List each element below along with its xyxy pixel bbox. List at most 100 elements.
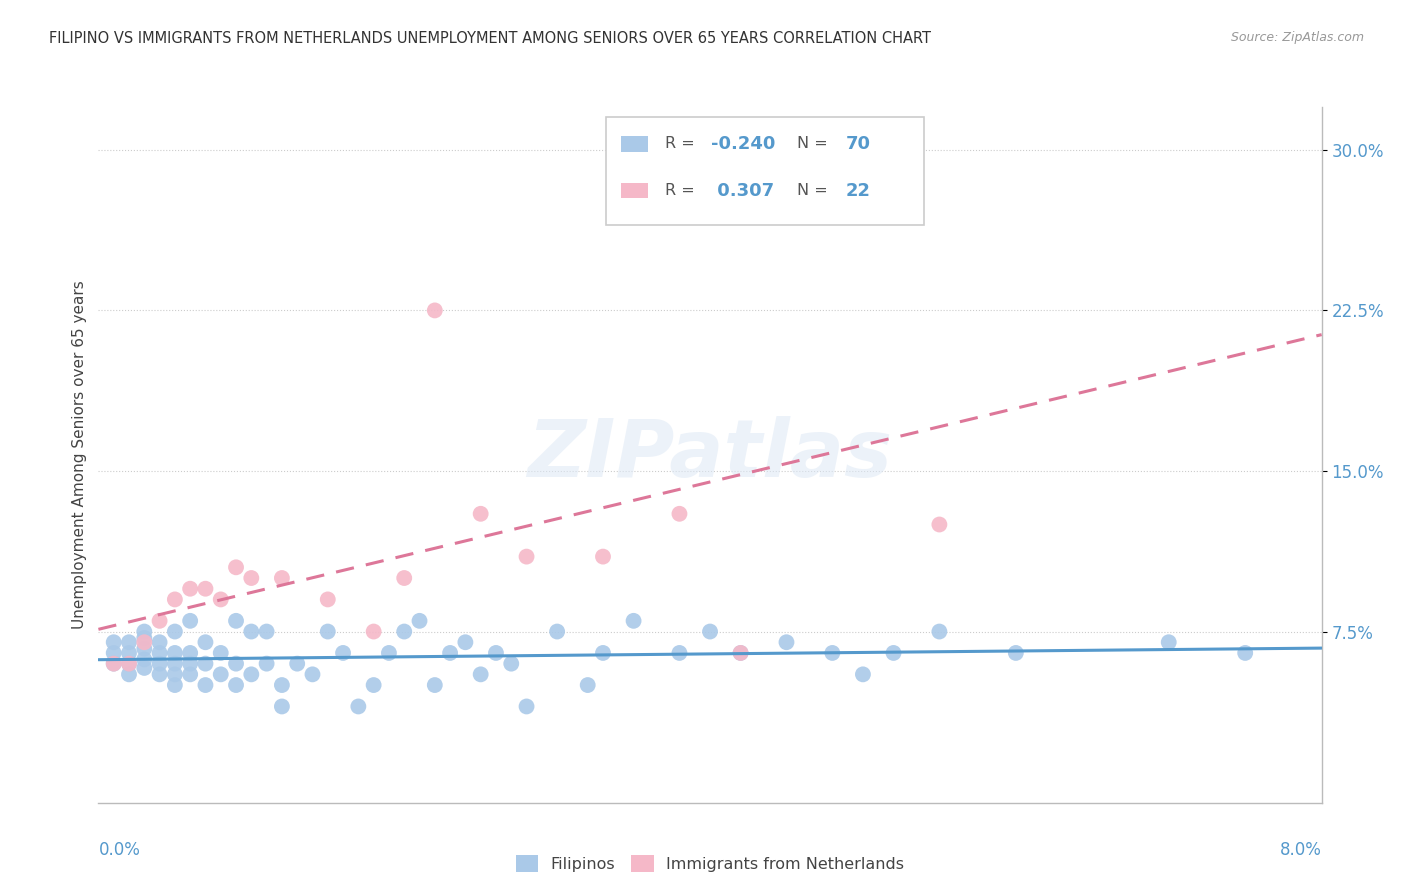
Text: N =: N = [797, 183, 832, 198]
Point [179, 657, 201, 671]
Point [347, 699, 370, 714]
Point [118, 646, 141, 660]
Point [363, 624, 385, 639]
Point [623, 614, 645, 628]
Text: 8.0%: 8.0% [1279, 841, 1322, 859]
Point [316, 592, 339, 607]
Point [423, 678, 446, 692]
Text: 22: 22 [846, 182, 870, 200]
Point [240, 667, 263, 681]
Point [118, 667, 141, 681]
Point [821, 646, 844, 660]
Text: FILIPINO VS IMMIGRANTS FROM NETHERLANDS UNEMPLOYMENT AMONG SENIORS OVER 65 YEARS: FILIPINO VS IMMIGRANTS FROM NETHERLANDS … [49, 31, 931, 46]
Point [821, 196, 844, 211]
Point [332, 646, 354, 660]
Point [149, 614, 172, 628]
Point [439, 646, 461, 660]
Point [163, 592, 186, 607]
Point [516, 549, 538, 564]
Point [103, 657, 125, 671]
Point [270, 678, 294, 692]
Text: 0.307: 0.307 [711, 182, 775, 200]
Point [378, 646, 401, 660]
Point [134, 631, 156, 645]
Point [256, 624, 278, 639]
Point [149, 646, 172, 660]
Point [194, 657, 217, 671]
Point [316, 624, 339, 639]
Point [270, 571, 294, 585]
Point [179, 667, 201, 681]
Point [240, 571, 263, 585]
Text: 70: 70 [846, 135, 870, 153]
Text: N =: N = [797, 136, 832, 152]
Point [392, 624, 416, 639]
Point [883, 646, 905, 660]
Point [118, 635, 141, 649]
Point [209, 646, 232, 660]
Point [163, 678, 186, 692]
Text: ZIPatlas: ZIPatlas [527, 416, 893, 494]
Point [194, 582, 217, 596]
Point [928, 517, 950, 532]
Point [118, 657, 141, 671]
Point [454, 635, 477, 649]
Point [730, 646, 752, 660]
Point [1234, 646, 1257, 660]
Point [118, 657, 141, 671]
Text: R =: R = [665, 136, 700, 152]
Point [592, 646, 614, 660]
Point [225, 657, 247, 671]
Point [285, 657, 308, 671]
Point [256, 657, 278, 671]
Point [240, 624, 263, 639]
Point [163, 646, 186, 660]
Point [775, 635, 797, 649]
Point [301, 667, 323, 681]
Point [163, 667, 186, 681]
Point [209, 592, 232, 607]
Point [134, 641, 156, 656]
Point [163, 624, 186, 639]
Text: R =: R = [665, 183, 700, 198]
Point [179, 646, 201, 660]
Point [179, 614, 201, 628]
Point [149, 667, 172, 681]
Point [423, 303, 446, 318]
Point [134, 635, 156, 649]
Bar [620, 183, 648, 198]
Text: 0.0%: 0.0% [98, 841, 141, 859]
Legend: Filipinos, Immigrants from Netherlands: Filipinos, Immigrants from Netherlands [509, 849, 911, 879]
Point [668, 507, 690, 521]
Point [546, 624, 568, 639]
Point [516, 699, 538, 714]
Point [134, 661, 156, 675]
Point [485, 646, 508, 660]
Point [134, 652, 156, 666]
Point [225, 560, 247, 574]
Point [730, 646, 752, 660]
Point [1004, 646, 1026, 660]
Point [209, 667, 232, 681]
Point [501, 657, 523, 671]
Point [470, 667, 492, 681]
Point [470, 507, 492, 521]
Point [392, 571, 416, 585]
Point [103, 657, 125, 671]
Y-axis label: Unemployment Among Seniors over 65 years: Unemployment Among Seniors over 65 years [72, 281, 87, 629]
FancyBboxPatch shape [606, 118, 924, 226]
Point [225, 678, 247, 692]
Point [103, 635, 125, 649]
Point [149, 657, 172, 671]
Point [194, 678, 217, 692]
Point [163, 657, 186, 671]
Point [408, 614, 430, 628]
Bar [620, 136, 648, 152]
Point [179, 582, 201, 596]
Point [225, 614, 247, 628]
Text: Source: ZipAtlas.com: Source: ZipAtlas.com [1230, 31, 1364, 45]
Point [194, 635, 217, 649]
Text: -0.240: -0.240 [711, 135, 776, 153]
Point [576, 678, 599, 692]
Point [363, 678, 385, 692]
